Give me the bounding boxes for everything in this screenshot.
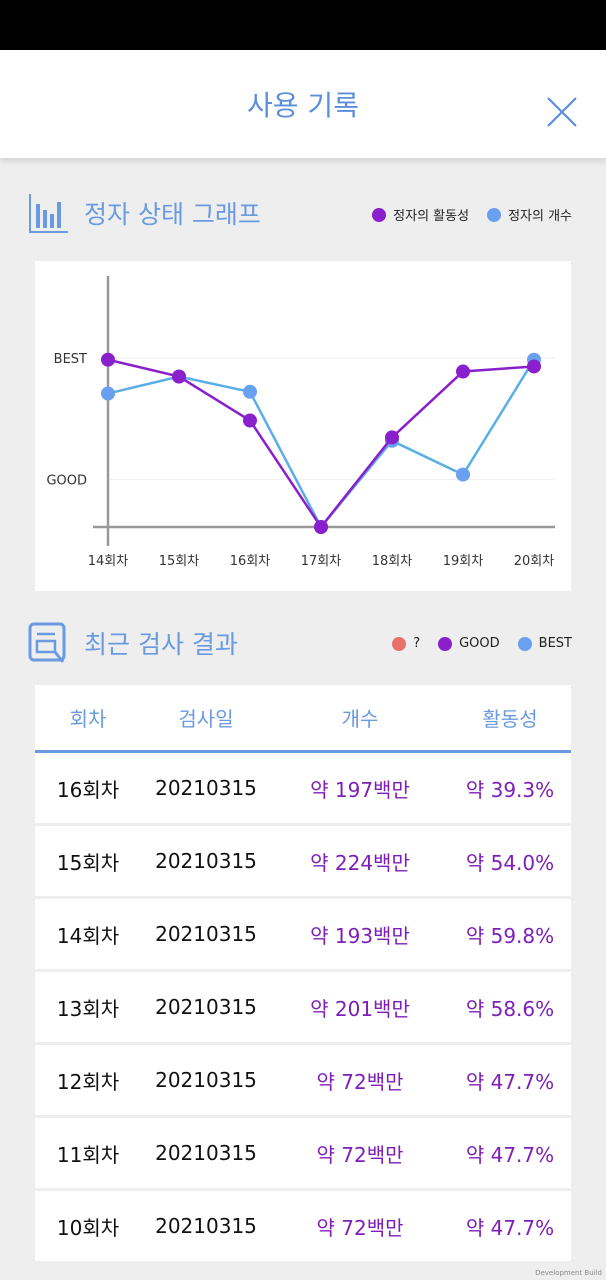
results-section-title: 최근 검사 결과 xyxy=(28,622,238,664)
data-point xyxy=(243,413,257,428)
cell-date: 20210315 xyxy=(155,849,257,873)
graph-legend: 정자의 활동성 정자의 개수 xyxy=(362,205,572,224)
section-title: 최근 검사 결과 xyxy=(84,630,238,659)
table-row[interactable]: 11회차 20210315 약 72백만 약 47.7% xyxy=(35,1118,571,1191)
data-point xyxy=(527,359,541,374)
data-point xyxy=(385,430,399,445)
legend-dot xyxy=(487,207,502,222)
x-tick-label: 18회차 xyxy=(372,554,413,569)
table-row[interactable]: 15회차 20210315 약 224백만 약 54.0% xyxy=(35,826,571,899)
graph-section-title: 정자 상태 그래프 xyxy=(28,192,261,234)
legend-good: GOOD xyxy=(438,636,500,651)
table-row[interactable]: 14회차 20210315 약 193백만 약 59.8% xyxy=(35,899,571,972)
bar-chart-icon xyxy=(29,194,68,233)
close-icon[interactable] xyxy=(546,96,578,128)
data-point xyxy=(456,364,470,379)
legend-label: ? xyxy=(413,636,421,651)
cell-activity: 약 39.3% xyxy=(465,777,555,802)
line-chart: BEST GOOD 14회차 15회차 16회차 17회차 18회차 19회차 20회차 xyxy=(35,261,571,591)
watermark: Development Build xyxy=(535,1269,602,1277)
x-tick-label: 16회차 xyxy=(230,554,271,569)
cell-round: 14회차 xyxy=(56,923,120,948)
legend-dot xyxy=(392,636,407,651)
data-point xyxy=(101,352,115,367)
legend-unknown: ? xyxy=(392,636,420,651)
chart-svg: BEST GOOD 14회차 15회차 16회차 17회차 18회차 19회차 20회차 xyxy=(46,276,555,569)
cell-date: 20210315 xyxy=(155,776,257,800)
cell-date: 20210315 xyxy=(155,1141,257,1165)
col-count: 개수 xyxy=(341,707,379,731)
col-round: 회차 xyxy=(69,707,107,731)
cell-round: 16회차 xyxy=(56,777,120,802)
page-title: 사용 기록 xyxy=(247,89,359,122)
cell-count: 약 72백만 xyxy=(316,1142,404,1167)
cell-date: 20210315 xyxy=(155,1214,257,1238)
legend-count: 정자의 개수 xyxy=(487,205,572,224)
table-row[interactable]: 12회차 20210315 약 72백만 약 47.7% xyxy=(35,1045,571,1118)
series-line xyxy=(107,358,535,530)
cell-activity: 약 47.7% xyxy=(465,1142,555,1167)
data-point xyxy=(456,467,470,482)
data-point xyxy=(243,384,257,399)
data-point xyxy=(172,369,186,384)
cell-round: 11회차 xyxy=(56,1142,120,1167)
legend-dot xyxy=(517,636,532,651)
legend-label: 정자의 활동성 xyxy=(393,209,470,224)
legend-label: BEST xyxy=(538,636,572,651)
cell-activity: 약 59.8% xyxy=(465,923,555,948)
cell-count: 약 72백만 xyxy=(316,1069,404,1094)
data-point xyxy=(101,386,115,401)
col-date: 검사일 xyxy=(178,707,234,731)
cell-activity: 약 47.7% xyxy=(465,1069,555,1094)
results-legend: ? GOOD BEST xyxy=(382,636,572,651)
report-search-icon xyxy=(28,622,66,663)
legend-activity: 정자의 활동성 xyxy=(372,205,469,224)
x-tick-label: 19회차 xyxy=(443,554,484,569)
cell-round: 10회차 xyxy=(56,1215,120,1240)
legend-dot xyxy=(372,207,387,222)
cell-activity: 약 58.6% xyxy=(465,996,555,1021)
table-row[interactable]: 16회차 20210315 약 197백만 약 39.3% xyxy=(35,753,571,826)
cell-count: 약 197백만 xyxy=(310,777,410,802)
series-line xyxy=(107,359,536,530)
cell-count: 약 224백만 xyxy=(310,850,410,875)
cell-activity: 약 54.0% xyxy=(465,850,555,875)
cell-round: 12회차 xyxy=(56,1069,120,1094)
table-header: 회차 검사일 개수 활동성 xyxy=(35,685,571,753)
cell-count: 약 201백만 xyxy=(310,996,410,1021)
legend-dot xyxy=(438,636,453,651)
app-header: 사용 기록 xyxy=(0,50,606,158)
x-tick-label: 20회차 xyxy=(514,554,555,569)
cell-date: 20210315 xyxy=(155,1068,257,1092)
y-tick-label: BEST xyxy=(54,352,87,367)
cell-date: 20210315 xyxy=(155,995,257,1019)
results-table: 회차 검사일 개수 활동성 16회차 20210315 약 197백만 약 39.3%… xyxy=(35,685,571,1264)
cell-activity: 약 47.7% xyxy=(465,1215,555,1240)
data-point xyxy=(314,520,328,534)
status-bar xyxy=(0,0,606,50)
legend-label: 정자의 개수 xyxy=(508,209,572,224)
legend-label: GOOD xyxy=(459,636,500,651)
cell-date: 20210315 xyxy=(155,922,257,946)
legend-best: BEST xyxy=(517,636,572,651)
y-tick-label: GOOD xyxy=(46,474,87,489)
cell-round: 13회차 xyxy=(56,996,120,1021)
cell-count: 약 72백만 xyxy=(316,1215,404,1240)
section-title: 정자 상태 그래프 xyxy=(84,200,261,229)
col-activity: 활동성 xyxy=(482,707,538,731)
x-tick-label: 15회차 xyxy=(159,554,200,569)
cell-round: 15회차 xyxy=(56,850,120,875)
table-row[interactable]: 13회차 20210315 약 201백만 약 58.6% xyxy=(35,972,571,1045)
table-row[interactable]: 10회차 20210315 약 72백만 약 47.7% xyxy=(35,1191,571,1264)
x-tick-label: 17회차 xyxy=(301,554,342,569)
cell-count: 약 193백만 xyxy=(310,923,410,948)
x-tick-label: 14회차 xyxy=(88,554,129,569)
